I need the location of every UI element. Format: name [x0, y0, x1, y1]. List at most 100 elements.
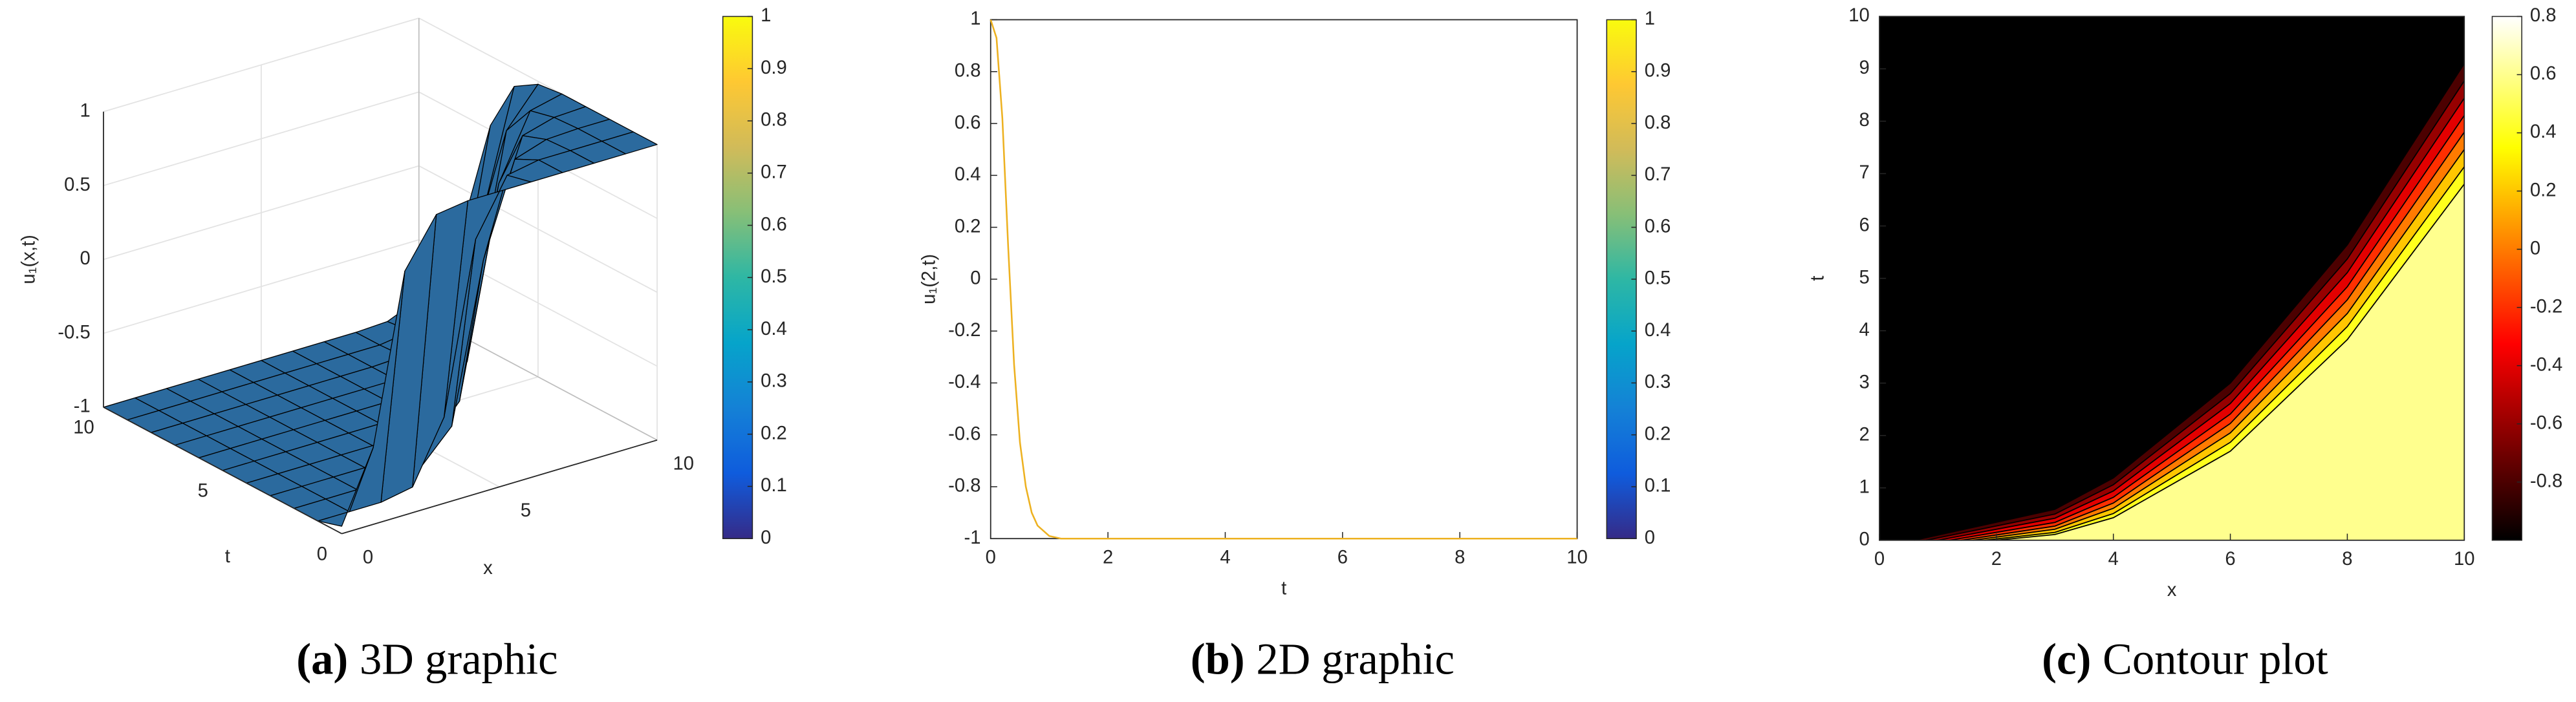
y-tick-label: 6: [1859, 215, 1869, 235]
colorbar: [1606, 19, 1637, 539]
z-axis-label: u₁(x,t): [18, 235, 39, 284]
y-tick-label: 0.6: [955, 112, 981, 133]
colorbar-tick-label: 0.7: [1645, 164, 1671, 185]
colorbar-tick-label: 0.6: [761, 214, 787, 235]
colorbar-tick-label: 0.9: [1645, 61, 1671, 81]
caption-label: (a): [296, 634, 348, 683]
z-tick-label: -0.5: [58, 322, 90, 343]
colorbar-tick-label: 0.4: [761, 319, 787, 339]
caption: (a) 3D graphic: [296, 634, 557, 683]
colorbar-tick-label: 0.5: [1645, 268, 1671, 289]
caption: (b) 2D graphic: [1191, 634, 1455, 683]
y-tick-label: 7: [1859, 162, 1869, 183]
y-axis-line: [103, 407, 342, 535]
y-tick-label: 0: [317, 544, 327, 564]
colorbar-tick-label: 0: [1645, 527, 1655, 548]
colorbar-tick-label: 1: [1645, 8, 1655, 29]
colorbar-tick-label: 1: [761, 5, 771, 26]
x-tick-label: 10: [673, 454, 693, 474]
x-axis-line: [341, 439, 658, 535]
z-tick-label: 0: [80, 248, 90, 269]
caption-text: 3D graphic: [360, 634, 558, 683]
y-tick-label: 0: [1859, 529, 1869, 549]
x-tick-label: 0: [1874, 549, 1885, 569]
x-tick-label: 8: [1455, 547, 1465, 568]
colorbar-tick-label: -0.8: [2530, 471, 2562, 491]
z-tick-label: -1: [74, 396, 91, 417]
colorbar-tick-label: 0.3: [1645, 372, 1671, 392]
z-tick-label: 0.5: [64, 175, 91, 195]
y-tick-label: -0.8: [948, 476, 980, 496]
colorbar-tick-label: 0.1: [1645, 476, 1671, 496]
x-tick-label: 10: [1566, 547, 1587, 568]
colorbar-tick-label: 0: [761, 527, 771, 548]
y-tick-label: 0.2: [955, 216, 981, 237]
colorbar-tick-label: 0.6: [1645, 216, 1671, 237]
x-tick-label: 8: [2342, 549, 2352, 569]
caption-text: Contour plot: [2103, 634, 2328, 683]
x-tick-label: 10: [2454, 549, 2474, 569]
y-tick-label: 0.4: [955, 164, 981, 185]
colorbar-tick-label: 0.5: [761, 266, 787, 287]
contour-line: [1926, 80, 2465, 541]
data-line: [990, 19, 1577, 540]
colorbar-tick-label: 0.4: [2530, 122, 2557, 142]
x-tick-label: 5: [521, 500, 531, 521]
contour-line: [1984, 166, 2465, 541]
plot-area: [990, 19, 1577, 539]
colorbar-tick-label: 0.7: [761, 162, 787, 182]
colorbar-tick-label: 0.2: [761, 423, 787, 443]
y-tick-label: 5: [1859, 267, 1869, 288]
x-tick-label: 4: [2108, 549, 2119, 569]
y-tick-label: -0.4: [948, 372, 980, 392]
x-tick-label: 2: [1991, 549, 2002, 569]
colorbar-tick-label: 0.2: [1645, 423, 1671, 444]
y-tick-label: 1: [970, 8, 980, 29]
x-tick-label: 6: [2225, 549, 2235, 569]
colorbar-tick-label: 0.8: [761, 110, 787, 131]
surface-patch: [317, 447, 374, 527]
y-tick-label: -0.2: [948, 320, 980, 341]
axes-box: [1879, 16, 2465, 541]
x-axis-label: t: [1281, 579, 1286, 599]
colorbar-tick-label: 0.9: [761, 58, 787, 78]
y-tick-label: -0.6: [948, 423, 980, 444]
colorbar-tick-label: 0.8: [2530, 5, 2557, 26]
x-tick-label: 6: [1337, 547, 1348, 568]
y-tick-label: 2: [1859, 424, 1869, 445]
x-axis-label: x: [483, 558, 493, 579]
colorbar: [2491, 16, 2522, 541]
x-tick-label: 2: [1103, 547, 1113, 568]
x-axis-label: x: [2167, 580, 2177, 601]
caption: (c) Contour plot: [2042, 634, 2328, 683]
caption-label: (b): [1191, 634, 1245, 683]
y-axis-label: u₁(2,t): [918, 254, 939, 304]
y-tick-label: 1: [1859, 476, 1869, 497]
y-tick-label: 0: [970, 268, 980, 289]
y-tick-label: 3: [1859, 372, 1869, 392]
contour-line: [1949, 115, 2465, 541]
y-tick-label: 9: [1859, 58, 1869, 78]
x-tick-label: 0: [986, 547, 996, 568]
y-tick-label: -1: [964, 527, 981, 548]
contour-line: [1961, 132, 2465, 541]
z-tick-label: 1: [80, 100, 90, 121]
colorbar-tick-label: -0.6: [2530, 412, 2562, 433]
caption-label: (c): [2042, 634, 2091, 683]
contour-line: [1914, 63, 2465, 541]
y-axis-label: t: [225, 546, 230, 567]
y-tick-label: 10: [1848, 5, 1869, 26]
contour-line: [1973, 149, 2465, 541]
x-tick-label: 0: [363, 547, 373, 568]
colorbar-tick-label: 0.4: [1645, 320, 1671, 341]
colorbar-tick-label: 0.2: [2530, 180, 2557, 200]
x-tick-label: 4: [1220, 547, 1230, 568]
colorbar-tick-label: 0.8: [1645, 112, 1671, 133]
y-axis-label: t: [1808, 276, 1828, 281]
y-tick-label: 5: [198, 481, 208, 502]
colorbar-tick-label: 0.1: [761, 475, 787, 496]
caption-text: 2D graphic: [1256, 634, 1455, 683]
y-tick-label: 0.8: [955, 61, 981, 81]
